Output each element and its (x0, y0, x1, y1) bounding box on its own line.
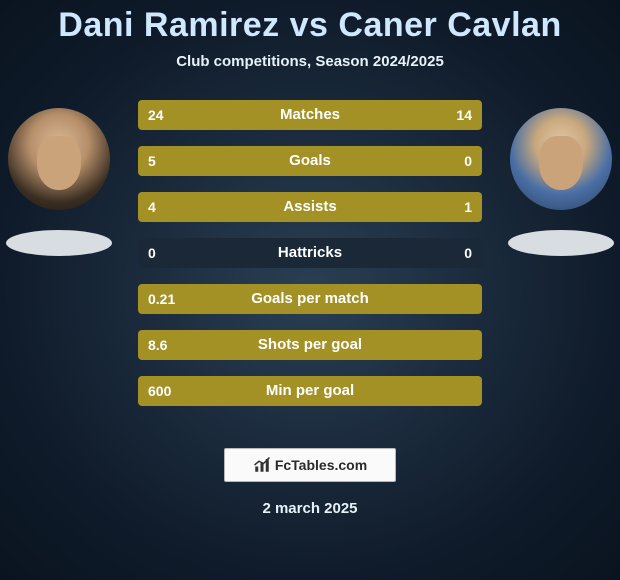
stat-label: Min per goal (138, 376, 482, 406)
stat-label: Matches (138, 100, 482, 130)
stat-value-right: 0 (454, 238, 482, 268)
stat-label: Goals per match (138, 284, 482, 314)
stat-row: Assists4 1 (138, 192, 482, 222)
player-right-avatar (510, 108, 612, 210)
stat-value-left: 600 (138, 376, 181, 406)
chart-icon (253, 456, 271, 474)
stat-value-left: 4 (138, 192, 166, 222)
comparison-panel: Matches2414Goals50Assists41Hattricks00Go… (0, 100, 620, 430)
stat-row: Shots per goal8.6 (138, 330, 482, 360)
page-title: Dani Ramirez vs Caner Cavlan (0, 0, 620, 45)
stat-label: Goals (138, 146, 482, 176)
page-subtitle: Club competitions, Season 2024/2025 (0, 53, 620, 70)
stat-value-left: 0.21 (138, 284, 185, 314)
stat-label: Shots per goal (138, 330, 482, 360)
player-left-avatar (8, 108, 110, 210)
brand-logo[interactable]: FcTables.com (224, 448, 396, 482)
face-placeholder (37, 136, 81, 190)
stat-row: Hattricks0 0 (138, 238, 482, 268)
stat-value-left: 5 (138, 146, 166, 176)
brand-text: FcTables.com (275, 457, 367, 473)
stat-value-left: 24 (138, 100, 174, 130)
stat-row: Goals5 0 (138, 146, 482, 176)
stat-row: Goals per match0.21 (138, 284, 482, 314)
date-label: 2 march 2025 (0, 500, 620, 517)
stat-value-right: 1 (454, 192, 482, 222)
player-right-slogan (508, 230, 614, 256)
stat-value-left: 0 (138, 238, 166, 268)
stat-row: Min per goal600 (138, 376, 482, 406)
stat-bars: Matches2414Goals50Assists41Hattricks00Go… (138, 100, 482, 422)
face-placeholder (539, 136, 583, 190)
stat-label: Assists (138, 192, 482, 222)
stat-row: Matches24 14 (138, 100, 482, 130)
stat-label: Hattricks (138, 238, 482, 268)
stat-value-right: 0 (454, 146, 482, 176)
player-left-slogan (6, 230, 112, 256)
stat-value-left: 8.6 (138, 330, 177, 360)
stat-value-right: 14 (446, 100, 482, 130)
